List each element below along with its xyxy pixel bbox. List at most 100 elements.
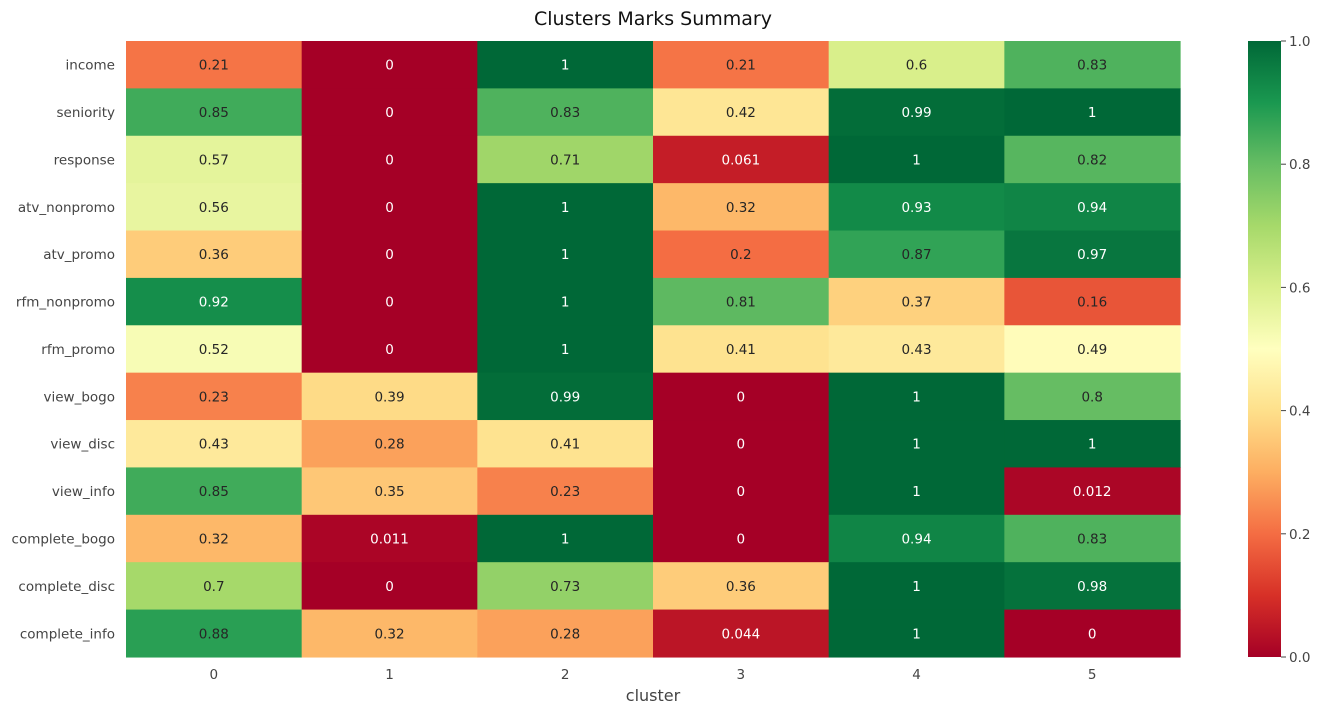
cell-value-label: 1 — [912, 484, 921, 500]
heatmap-cell — [653, 325, 830, 374]
heatmap-cell — [477, 41, 654, 89]
colorbar-tick-label: 0.2 — [1289, 527, 1310, 543]
cell-value-label: 0.42 — [726, 105, 756, 121]
cell-value-label: 0.41 — [550, 437, 580, 453]
cell-value-label: 0.49 — [1077, 342, 1107, 358]
cell-value-label: 0.21 — [199, 58, 229, 74]
heatmap-cell — [1004, 420, 1181, 469]
cell-value-label: 0.35 — [374, 484, 404, 500]
cell-value-label: 0.7 — [203, 579, 224, 595]
cell-value-label: 0.011 — [370, 531, 409, 547]
cell-value-label: 1 — [912, 437, 921, 453]
heatmap-cell — [653, 277, 830, 326]
heatmap-cell — [126, 609, 303, 658]
y-tick-label: complete_bogo — [12, 531, 115, 547]
heatmap-cell — [653, 183, 830, 232]
heatmap-cell — [301, 609, 478, 658]
cell-value-label: 1 — [561, 247, 570, 263]
cell-value-label: 0.94 — [901, 531, 931, 547]
heatmap-cell — [828, 514, 1005, 563]
heatmap-cell — [828, 41, 1005, 89]
colorbar-tick-label: 1.0 — [1289, 34, 1310, 50]
heatmap-cell — [1004, 514, 1181, 563]
heatmap-cell — [301, 41, 478, 89]
cell-value-label: 0 — [385, 152, 394, 168]
heatmap-cell — [301, 325, 478, 374]
heatmap-cell — [477, 183, 654, 232]
heatmap-cell — [1004, 325, 1181, 374]
y-tick-label: complete_disc — [18, 579, 115, 595]
heatmap-cell — [1004, 230, 1181, 279]
cell-value-label: 0.43 — [901, 342, 931, 358]
heatmap-cell — [1004, 372, 1181, 421]
cell-value-label: 0.23 — [550, 484, 580, 500]
colorbar-tick-label: 0.8 — [1289, 157, 1310, 173]
cell-value-label: 1 — [912, 152, 921, 168]
colorbar-tick-label: 0.4 — [1289, 404, 1310, 420]
heatmap-cell — [653, 420, 830, 469]
heatmap-cell — [126, 325, 303, 374]
heatmap-cell — [126, 230, 303, 279]
cell-value-label: 0.88 — [199, 626, 229, 642]
cell-value-label: 0.57 — [199, 152, 229, 168]
cell-value-label: 0.93 — [901, 200, 931, 216]
cell-value-label: 0.73 — [550, 579, 580, 595]
cell-value-label: 1 — [912, 626, 921, 642]
x-tick-label: 5 — [1088, 667, 1097, 683]
colorbar — [1248, 41, 1281, 657]
cell-value-label: 0.99 — [550, 389, 580, 405]
heatmap-cell — [126, 372, 303, 421]
heatmap-cell — [126, 135, 303, 184]
heatmap-cell — [828, 230, 1005, 279]
cell-value-label: 0.28 — [374, 437, 404, 453]
cell-value-label: 0.85 — [199, 105, 229, 121]
colorbar-tick-label: 0.0 — [1289, 650, 1310, 666]
heatmap-cell — [126, 88, 303, 137]
x-tick-labels: 0 1 2 3 4 5 — [210, 667, 1097, 683]
y-tick-label: complete_info — [20, 626, 115, 642]
cell-value-label: 1 — [561, 200, 570, 216]
y-tick-label: income — [66, 58, 115, 74]
cell-value-label: 0.044 — [722, 626, 761, 642]
cell-value-label: 0.32 — [726, 200, 756, 216]
heatmap-cell — [828, 88, 1005, 137]
heatmap-cell — [301, 372, 478, 421]
cell-value-label: 0 — [385, 105, 394, 121]
cell-value-label: 1 — [561, 58, 570, 74]
heatmap-cell — [1004, 183, 1181, 232]
x-axis-label: cluster — [626, 686, 681, 705]
cell-value-label: 0 — [385, 247, 394, 263]
heatmap-cell — [301, 467, 478, 516]
x-tick-label: 4 — [912, 667, 921, 683]
chart-title: Clusters Marks Summary — [534, 8, 772, 30]
y-tick-label: response — [54, 152, 115, 168]
heatmap-cell — [126, 420, 303, 469]
heatmap-cell — [653, 609, 830, 658]
heatmap-cell — [126, 514, 303, 563]
cell-value-label: 0.98 — [1077, 579, 1107, 595]
heatmap-cell — [1004, 467, 1181, 516]
heatmap-cell — [828, 609, 1005, 658]
cell-value-label: 0.32 — [199, 531, 229, 547]
heatmap-cell — [828, 277, 1005, 326]
heatmap-cell — [477, 88, 654, 137]
cell-value-label: 0.21 — [726, 58, 756, 74]
heatmap-cell — [653, 135, 830, 184]
x-tick-label: 1 — [385, 667, 394, 683]
heatmap-cell — [653, 514, 830, 563]
heatmap-cell — [477, 467, 654, 516]
x-tick-label: 0 — [210, 667, 219, 683]
y-tick-labels: income seniority response atv_nonpromo atv_p… — [12, 58, 115, 643]
heatmap-cell — [828, 183, 1005, 232]
x-tick-label: 2 — [561, 667, 570, 683]
y-tick-label: atv_nonpromo — [18, 200, 115, 216]
y-tick-label: seniority — [57, 105, 116, 121]
heatmap-cell — [126, 183, 303, 232]
heatmap-cell — [301, 277, 478, 326]
cell-value-label: 0.43 — [199, 437, 229, 453]
cell-value-label: 0.83 — [1077, 58, 1107, 74]
cell-value-label: 0 — [737, 531, 746, 547]
cell-value-label: 0.99 — [901, 105, 931, 121]
cell-value-label: 0.6 — [906, 58, 927, 74]
cell-value-label: 0 — [385, 295, 394, 311]
